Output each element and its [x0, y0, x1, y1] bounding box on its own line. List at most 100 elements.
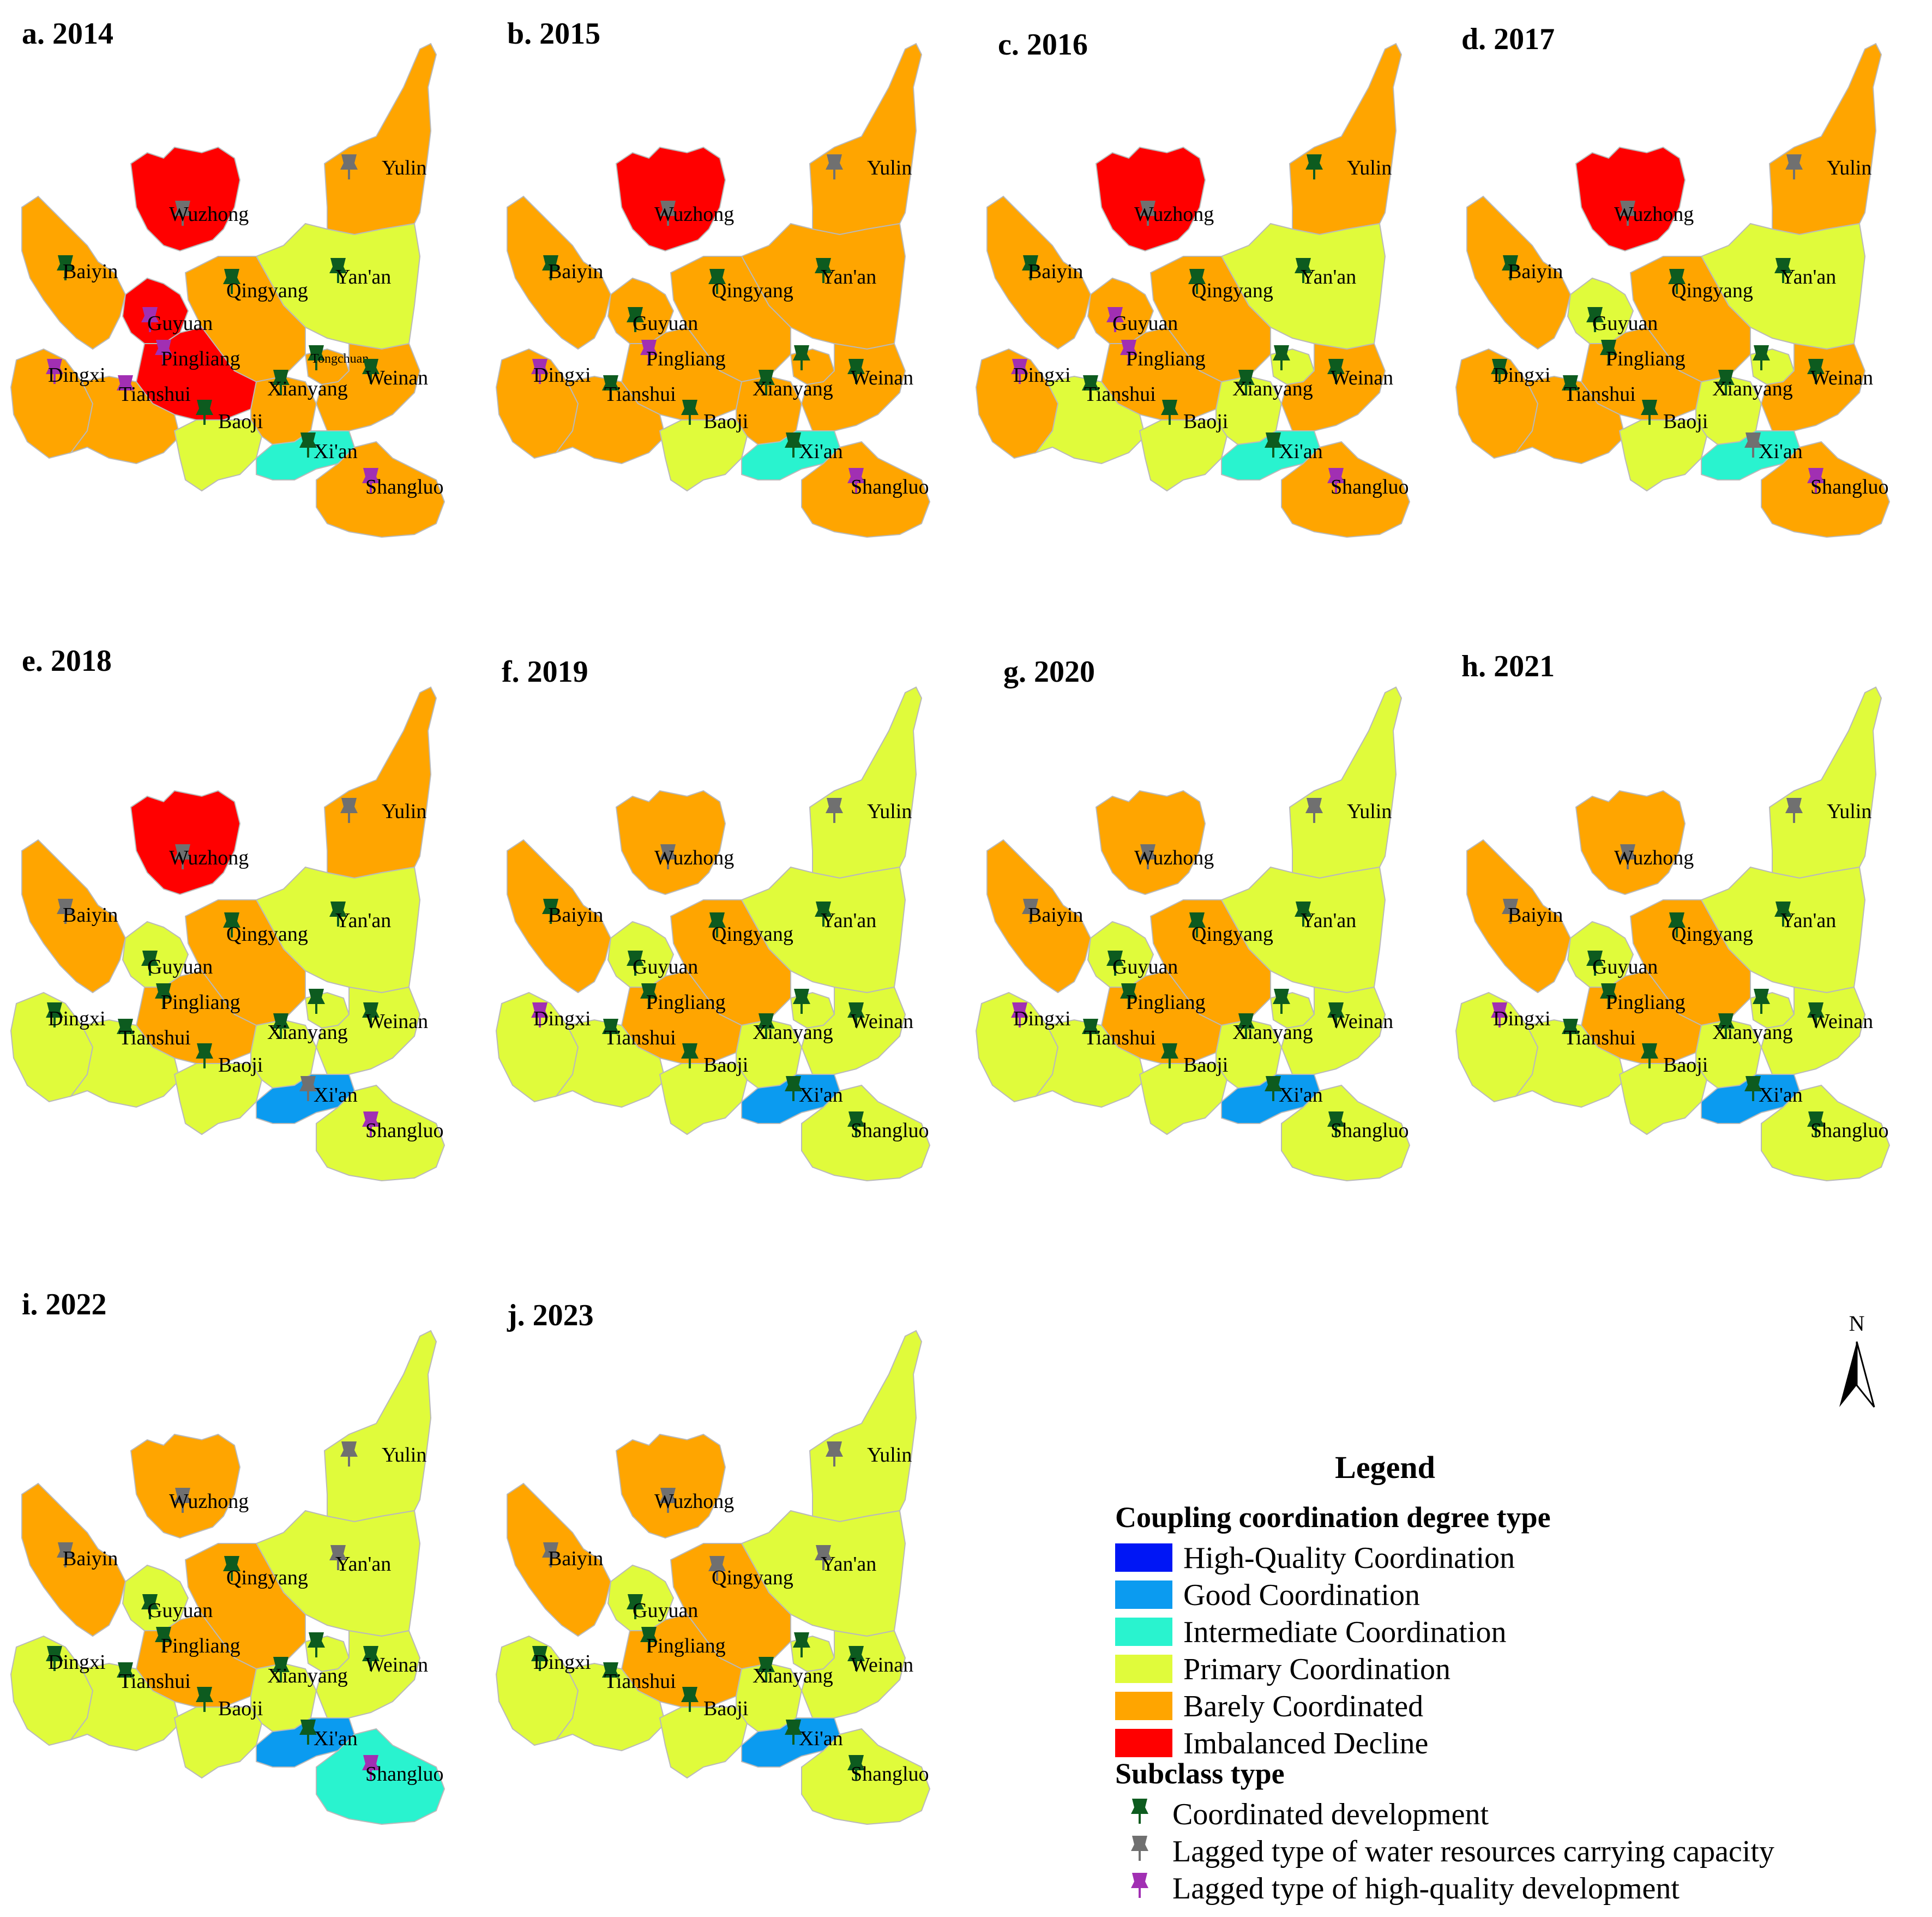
label-dingxi: Dingxi — [1013, 364, 1071, 387]
region-yanan — [1220, 223, 1386, 350]
map-panel-j: j. 2023 Yulin Wuzhong Baiyin Qingyang Yan'an G… — [495, 1299, 931, 1825]
legend-subclass-items: Coordinated development Lagged type of wa… — [1131, 1798, 1774, 1906]
region-weinan — [1280, 342, 1386, 431]
marker-pingliang — [1600, 340, 1617, 365]
panel-title-j: j. 2023 — [507, 1299, 594, 1332]
marker-weinan — [362, 1646, 380, 1671]
marker-weinan — [362, 359, 380, 384]
legend-label: Intermediate Coordination — [1183, 1615, 1506, 1649]
label-baiyin: Baiyin — [63, 904, 118, 927]
marker-dingxi — [46, 1002, 63, 1027]
legend-swatch — [1115, 1618, 1172, 1646]
marker-shangluo — [847, 468, 865, 493]
marker-baiyin — [542, 1542, 559, 1567]
label-shangluo: Shangluo — [365, 1119, 444, 1142]
region-yulin — [809, 43, 923, 236]
label-xian: Xi'an — [1759, 1084, 1803, 1107]
label-weinan: Weinan — [365, 1654, 428, 1676]
region-tianshui — [555, 1019, 666, 1108]
legend-item-high-quality-coordination: High-Quality Coordination — [1115, 1541, 1515, 1575]
marker-weinan — [1807, 1002, 1825, 1027]
region-baoji — [1139, 419, 1228, 492]
legend-label: High-Quality Coordination — [1183, 1541, 1515, 1575]
region-tianshui — [69, 1019, 181, 1108]
marker-qingyang — [1668, 269, 1686, 294]
region-baiyin — [1466, 195, 1572, 350]
marker-xian — [785, 1720, 802, 1745]
marker-tongchuan — [793, 989, 810, 1014]
marker-tongchuan — [793, 1632, 810, 1657]
label-weinan: Weinan — [851, 1654, 913, 1676]
marker-baiyin — [57, 255, 74, 280]
marker-weinan — [847, 1002, 865, 1027]
marker-tongchuan — [1273, 989, 1290, 1014]
region-wuzhong — [1575, 146, 1686, 252]
label-yulin: Yulin — [867, 1444, 912, 1467]
label-xian: Xi'an — [1279, 440, 1323, 463]
region-yulin — [809, 686, 923, 879]
panel-title-f: f. 2019 — [502, 655, 588, 689]
label-guyuan: Guyuan — [147, 956, 213, 978]
label-tianshui: Tianshui — [119, 1670, 191, 1693]
label-wuzhong: Wuzhong — [1134, 203, 1214, 226]
marker-dingxi — [46, 359, 63, 384]
marker-shangluo — [847, 1755, 865, 1780]
marker-weinan — [1807, 359, 1825, 384]
panels-group: a. 2014 Yulin Wuzhong Baiyin Qingyang Yan'an G… — [10, 17, 1891, 1825]
marker-guyuan — [1106, 307, 1124, 332]
label-baiyin: Baiyin — [1028, 904, 1083, 927]
panel-title-g: g. 2020 — [1003, 655, 1095, 689]
marker-tianshui — [602, 1662, 619, 1687]
marker-yulin — [826, 154, 843, 179]
legend-marker-water-icon — [1131, 1836, 1148, 1861]
legend-item-intermediate-coordination: Intermediate Coordination — [1115, 1615, 1506, 1649]
marker-tianshui — [602, 1019, 619, 1044]
label-baoji: Baoji — [1663, 410, 1708, 433]
marker-yanan — [815, 1545, 832, 1570]
marker-dingxi — [531, 1646, 549, 1671]
label-baiyin: Baiyin — [1508, 904, 1563, 927]
marker-shangluo — [1807, 468, 1825, 493]
label-xianyang: Xianyang — [753, 1664, 833, 1687]
label-pingliang: Pingliang — [1606, 991, 1686, 1014]
region-yulin — [1289, 43, 1403, 236]
marker-guyuan — [1586, 951, 1604, 976]
region-baoji — [1618, 419, 1708, 492]
marker-wuzhong — [1619, 201, 1636, 226]
region-weinan — [1760, 342, 1866, 431]
region-wuzhong — [1095, 146, 1206, 252]
marker-baoji — [681, 1043, 699, 1068]
label-yanan: Yan'an — [335, 266, 391, 289]
label-guyuan: Guyuan — [1112, 956, 1178, 978]
label-yanan: Yan'an — [821, 909, 876, 932]
marker-shangluo — [1327, 1111, 1345, 1137]
marker-pingliang — [1120, 340, 1137, 365]
label-dingxi: Dingxi — [48, 1007, 106, 1030]
label-yulin: Yulin — [1827, 800, 1871, 823]
marker-tongchuan — [1753, 345, 1770, 370]
marker-weinan — [847, 1646, 865, 1671]
region-yanan — [741, 1510, 906, 1637]
region-baoji — [173, 1063, 263, 1135]
marker-yanan — [329, 902, 347, 927]
marker-qingyang — [223, 1556, 240, 1581]
marker-guyuan — [627, 307, 644, 332]
label-qingyang: Qingyang — [1191, 923, 1273, 946]
region-yanan — [1700, 866, 1866, 994]
label-shangluo: Shangluo — [1331, 1119, 1409, 1142]
marker-dingxi — [1011, 359, 1028, 384]
label-wuzhong: Wuzhong — [169, 203, 249, 226]
marker-tianshui — [602, 375, 619, 400]
label-wuzhong: Wuzhong — [1614, 846, 1694, 869]
marker-qingyang — [1188, 912, 1206, 938]
city-markers: Yulin Wuzhong Baiyin Qingyang Yan'an Guyuan Pi… — [1011, 798, 1409, 1142]
marker-tianshui — [1562, 1019, 1579, 1044]
marker-xianyang — [757, 1657, 775, 1682]
marker-wuzhong — [1619, 844, 1636, 869]
label-yulin: Yulin — [382, 157, 426, 179]
legend-item-imbalanced-decline: Imbalanced Decline — [1115, 1727, 1428, 1760]
marker-tongchuan — [1753, 989, 1770, 1014]
marker-xianyang — [757, 1013, 775, 1038]
marker-qingyang — [708, 269, 726, 294]
